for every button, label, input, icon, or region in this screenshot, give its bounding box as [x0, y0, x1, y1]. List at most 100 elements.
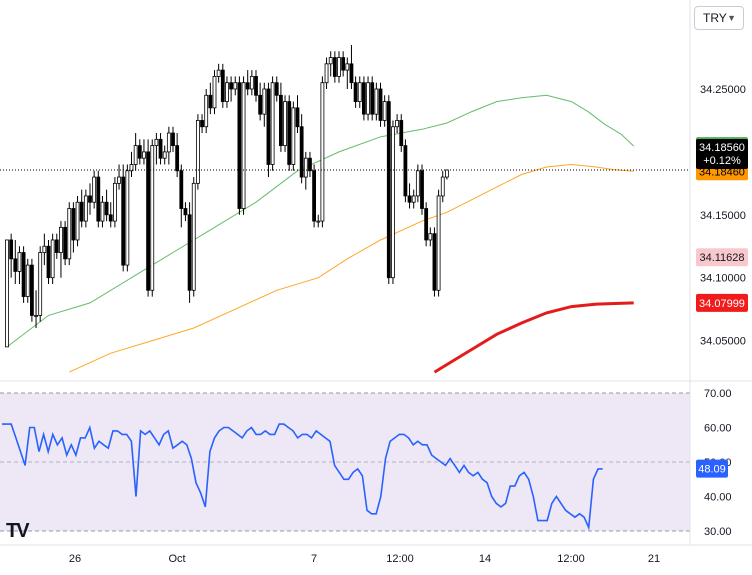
- time-axis-ticks: 26 Oct 7 12:00 14 12:00 21: [69, 553, 660, 565]
- candle-body: [42, 245, 47, 253]
- candle: [278, 82, 283, 152]
- candle-body: [204, 94, 209, 128]
- candle: [67, 202, 72, 266]
- candle: [183, 202, 188, 222]
- candle: [420, 164, 424, 215]
- candle: [287, 95, 292, 171]
- candle: [154, 133, 159, 165]
- candle-body: [357, 82, 362, 102]
- candle-body: [386, 101, 391, 279]
- candle: [411, 189, 416, 209]
- price-label-value: 34.11628: [699, 252, 744, 264]
- candle-body: [154, 138, 159, 147]
- candle-body: [254, 76, 258, 96]
- candle-body: [303, 157, 308, 178]
- candle: [428, 227, 433, 247]
- logo-text: TV: [6, 520, 30, 542]
- currency-label: TRY: [703, 11, 727, 25]
- candle: [191, 177, 196, 297]
- candle-body: [299, 126, 304, 178]
- candle: [353, 76, 358, 108]
- time-tick-label: Oct: [168, 553, 185, 565]
- candle: [337, 51, 341, 83]
- ma-long-line: [433, 301, 634, 374]
- candle-body: [382, 101, 387, 121]
- candle: [50, 233, 55, 284]
- candle-body: [34, 315, 38, 317]
- candle-body: [407, 195, 412, 203]
- candle-body: [270, 82, 275, 165]
- candle-body: [100, 201, 105, 222]
- candle-body: [29, 264, 34, 316]
- candle-body: [142, 151, 146, 159]
- time-tick-label: 26: [69, 553, 81, 565]
- candle: [312, 164, 317, 228]
- candle: [5, 239, 9, 348]
- candle-body: [444, 169, 449, 178]
- rsi-series-line: [2, 423, 603, 531]
- candle: [444, 169, 449, 180]
- candle: [137, 139, 142, 165]
- candle: [63, 221, 67, 266]
- candle: [9, 233, 14, 278]
- candle: [341, 51, 346, 77]
- candle: [316, 214, 321, 228]
- candle-body: [38, 252, 43, 316]
- currency-selector[interactable]: TRY ▼: [694, 6, 744, 30]
- candle: [291, 101, 296, 171]
- candle: [158, 133, 163, 165]
- candle-body: [96, 176, 101, 222]
- candle: [378, 82, 383, 127]
- candle-body: [150, 145, 155, 291]
- candle-body: [424, 208, 429, 241]
- candle: [204, 89, 209, 134]
- candle-body: [349, 63, 354, 84]
- price-label-bg: [696, 248, 748, 267]
- candle: [440, 170, 445, 203]
- candle: [320, 76, 325, 228]
- candle-body: [175, 145, 180, 172]
- last-price-value: 34.18560: [699, 142, 745, 154]
- candle: [241, 76, 246, 215]
- rsi-tick-label: 40.00: [704, 492, 732, 504]
- candle-body: [312, 170, 317, 222]
- candle-body: [295, 107, 300, 128]
- candle: [38, 246, 43, 322]
- candle-body: [225, 82, 229, 102]
- candle-body: [158, 138, 163, 159]
- candle-body: [117, 176, 121, 184]
- candle: [415, 164, 420, 203]
- candle-body: [237, 82, 242, 209]
- candle: [133, 133, 138, 171]
- candle-body: [370, 82, 375, 115]
- time-tick-label: 7: [311, 553, 317, 565]
- candle-body: [46, 245, 51, 279]
- candle: [212, 70, 217, 115]
- candle-body: [366, 82, 370, 115]
- price-label-ma-long: 34.07999: [696, 293, 748, 312]
- candle: [283, 95, 287, 152]
- candle: [108, 202, 113, 228]
- candle-body: [54, 239, 59, 253]
- candle: [399, 114, 404, 152]
- candle-body: [233, 82, 238, 90]
- chevron-down-icon: ▼: [727, 13, 736, 23]
- candle: [200, 114, 204, 134]
- candle: [233, 76, 238, 96]
- candle: [42, 233, 47, 266]
- candle-body: [125, 170, 130, 266]
- candle: [308, 151, 312, 178]
- candle: [88, 183, 92, 215]
- candle: [162, 145, 167, 165]
- candle: [361, 76, 366, 121]
- candle: [187, 202, 192, 303]
- candle-body: [59, 226, 63, 253]
- candle: [295, 95, 300, 134]
- candle-body: [411, 195, 416, 203]
- price-tick-label: 34.10000: [700, 273, 746, 285]
- candle: [432, 227, 437, 297]
- candle-body: [108, 214, 113, 222]
- candle-body: [9, 239, 14, 260]
- price-tick-label: 34.15000: [700, 210, 746, 222]
- candle: [262, 82, 267, 127]
